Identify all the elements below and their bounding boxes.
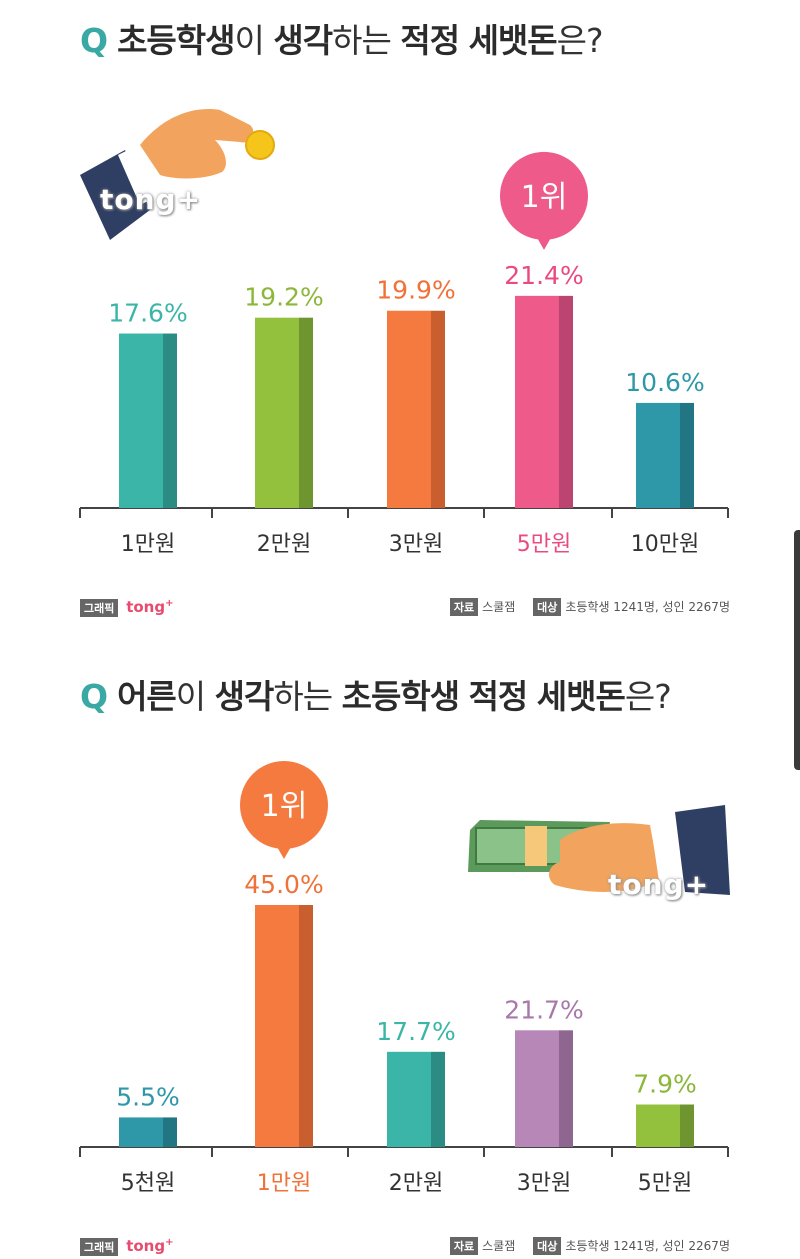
- question-mark: Q: [80, 677, 108, 716]
- bar-2만원: [255, 317, 299, 508]
- chart-2-title: Q 어른이 생각하는 초등학생 적정 세뱃돈은?: [80, 677, 672, 716]
- graphic-tag: 그래픽: [80, 1238, 119, 1256]
- bar-3만원: [515, 1030, 559, 1147]
- value-label: 7.9%: [633, 1070, 697, 1099]
- bar-side-5만원: [559, 295, 573, 508]
- tick-label: 5만원: [517, 532, 571, 557]
- chart-1-title: Q 초등학생이 생각하는 적정 세뱃돈은?: [80, 21, 604, 60]
- tick-label: 5만원: [638, 1171, 692, 1196]
- bar-1만원: [119, 333, 163, 508]
- source-text: 스쿨잼: [482, 600, 516, 614]
- source-text: 스쿨잼: [482, 1239, 516, 1253]
- value-label: 45.0%: [244, 870, 323, 899]
- rank-label: 1위: [521, 180, 568, 215]
- brand-logo: tong+: [126, 1237, 174, 1255]
- side-scroll-edge: [794, 530, 800, 770]
- bar-side-2만원: [431, 1051, 445, 1147]
- source-tag: 자료: [449, 1237, 479, 1255]
- bar-side-3만원: [431, 310, 445, 508]
- target-tag: 대상: [533, 598, 562, 616]
- value-label: 21.4%: [504, 261, 583, 290]
- rank-badge: [500, 151, 588, 240]
- bar-3만원: [387, 310, 431, 508]
- money-hand-icon: [468, 805, 730, 895]
- tick-label: 2만원: [389, 1171, 443, 1196]
- tick-label: 1만원: [257, 1171, 311, 1196]
- bar-side-5만원: [680, 1104, 694, 1147]
- value-label: 5.5%: [116, 1082, 180, 1111]
- rank-badge-pointer: [276, 845, 292, 859]
- bar-side-2만원: [299, 317, 313, 508]
- rank-badge-pointer: [536, 235, 552, 250]
- chart-1-svg: 17.6% 1만원 19.2% 2만원 19.9% 3만원 21.4% 5만원 1위 10.6% 1…: [79, 109, 729, 557]
- tick-label: 1만원: [121, 532, 175, 557]
- watermark: tong+: [608, 868, 710, 901]
- brand-logo: tong+: [126, 598, 174, 616]
- value-label: 21.7%: [504, 995, 583, 1024]
- tick-label: 5천원: [121, 1171, 175, 1196]
- value-label: 19.2%: [244, 283, 323, 312]
- rank-badge: [240, 761, 328, 849]
- chart-2-svg: 5.5% 5천원 45.0% 1만원 1위 17.7% 2만원 21.7% 3만원 7.9% 5만원: [79, 761, 730, 1196]
- bar-side-5천원: [163, 1117, 177, 1147]
- bar-10만원: [636, 402, 680, 508]
- bar-side-1만원: [299, 905, 313, 1147]
- tick-label: 3만원: [517, 1171, 571, 1196]
- tick-label: 10만원: [631, 532, 699, 557]
- bar-2만원: [387, 1051, 431, 1147]
- hand-coin-icon: [80, 109, 275, 240]
- bar-5만원: [636, 1104, 680, 1147]
- target-tag: 대상: [533, 1237, 562, 1255]
- tick-label: 3만원: [389, 532, 443, 557]
- target-text: 초등학생 1241명, 성인 2267명: [565, 600, 730, 614]
- watermark: tong+: [100, 183, 202, 216]
- bar-5천원: [119, 1117, 163, 1147]
- bar-side-3만원: [559, 1030, 573, 1147]
- chart-2-footer: 그래픽 tong+ 자료 스쿨잼 대상 초등학생 1241명, 성인 2267명: [80, 1237, 730, 1259]
- question-mark: Q: [80, 21, 108, 60]
- value-label: 17.6%: [108, 299, 187, 328]
- value-label: 17.7%: [376, 1017, 455, 1046]
- bar-5만원: [515, 295, 559, 508]
- bar-1만원: [255, 905, 299, 1147]
- chart-1-footer: 그래픽 tong+ 자료 스쿨잼 대상 초등학생 1241명, 성인 2267명: [80, 598, 730, 620]
- rank-label: 1위: [261, 789, 308, 824]
- bar-side-10만원: [680, 402, 694, 508]
- value-label: 10.6%: [625, 368, 704, 397]
- source-tag: 자료: [449, 598, 479, 616]
- value-label: 19.9%: [376, 276, 455, 305]
- tick-label: 2만원: [257, 532, 311, 557]
- bar-side-1만원: [163, 333, 177, 508]
- graphic-tag: 그래픽: [80, 599, 119, 617]
- target-text: 초등학생 1241명, 성인 2267명: [565, 1239, 730, 1253]
